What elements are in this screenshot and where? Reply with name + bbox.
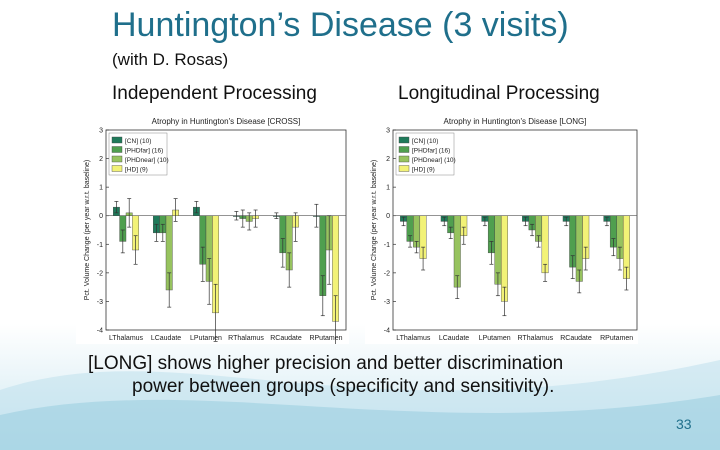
y-axis-label: Pct. Volume Change (per year w.r.t. base…	[84, 160, 91, 300]
legend-label: [HD] (9)	[412, 167, 435, 174]
x-tick-label: LCaudate	[151, 335, 181, 342]
x-tick-label: LPutamen	[479, 335, 511, 342]
y-tick-label: -2	[97, 270, 103, 277]
slide-subtitle: (with D. Rosas)	[112, 50, 229, 69]
y-tick-label: -2	[384, 270, 390, 277]
legend-label: [PHDfar] (16)	[412, 148, 450, 155]
legend-label: [HD] (9)	[125, 167, 148, 174]
x-tick-label: LCaudate	[439, 335, 469, 342]
y-tick-label: 2	[99, 156, 103, 163]
legend: [CN] (10) [PHDfar] (16) [PHDnear] (10) [HD]…	[395, 132, 456, 176]
longitudinal-heading: Longitudinal Processing	[398, 83, 600, 104]
y-tick-label: -1	[384, 242, 390, 249]
y-tick-label: 3	[99, 128, 103, 135]
y-tick-label: 1	[386, 185, 390, 192]
long-chart: Atrophy in Huntington's Disease [LONG] Pc…	[371, 117, 638, 342]
y-tick-label: -4	[97, 328, 103, 335]
y-tick-label: 0	[99, 213, 103, 220]
legend: [CN] (10) [PHDfar] (16) [PHDnear] (10) [HD]…	[108, 132, 169, 176]
x-tick-label: RThalamus	[517, 335, 553, 342]
x-tick-label: LPutamen	[190, 335, 222, 342]
chart-title: Atrophy in Huntington's Disease [CROSS]	[152, 117, 301, 126]
x-tick-label: RPutamen	[600, 335, 633, 342]
y-tick-label: 0	[386, 213, 390, 220]
slide-number: 33	[676, 416, 692, 432]
x-tick-label: RCaudate	[270, 335, 302, 342]
y-tick-label: 2	[386, 156, 390, 163]
legend-swatch	[111, 165, 123, 172]
legend-swatch	[398, 136, 410, 144]
legend-swatch	[398, 165, 410, 172]
legend-label: [PHDnear] (10)	[412, 157, 456, 164]
legend-label: [PHDfar] (16)	[125, 148, 163, 155]
x-tick-label: RCaudate	[560, 335, 592, 342]
long-chart-panel: Atrophy in Huntington's Disease [LONG] Pc…	[365, 112, 638, 344]
x-tick-label: LThalamus	[109, 335, 144, 342]
legend-label: [CN] (10)	[125, 138, 151, 145]
legend-swatch	[398, 155, 410, 163]
legend-swatch	[111, 146, 123, 153]
legend-label: [PHDnear] (10)	[125, 157, 169, 164]
y-tick-label: -3	[384, 299, 390, 306]
independent-heading: Independent Processing	[112, 83, 317, 104]
y-tick-label: 1	[99, 185, 103, 192]
chart-title: Atrophy in Huntington's Disease [LONG]	[444, 117, 587, 126]
y-tick-label: -4	[384, 328, 390, 335]
caption-line-1: [LONG] shows higher precision and better…	[88, 353, 564, 374]
y-tick-label: -1	[97, 242, 103, 249]
y-tick-label: -3	[97, 299, 103, 306]
caption: [LONG] shows higher precision and better…	[88, 352, 688, 398]
y-tick-label: 3	[386, 128, 390, 135]
slide-title: Huntington’s Disease (3 visits)	[112, 6, 569, 44]
x-tick-label: RPutamen	[309, 335, 342, 342]
legend-swatch	[111, 155, 123, 163]
legend-swatch	[398, 146, 410, 153]
x-tick-label: RThalamus	[228, 335, 264, 342]
plot-frame	[392, 129, 638, 331]
x-tick-label: LThalamus	[396, 335, 431, 342]
legend-label: [CN] (10)	[412, 138, 438, 145]
caption-line-2: power between groups (specificity and se…	[132, 376, 555, 397]
cross-chart: Atrophy in Huntington's Disease [CROSS] P…	[84, 117, 347, 344]
plot-frame	[105, 129, 347, 331]
y-axis-label: Pct. Volume Change (per year w.r.t. base…	[371, 160, 378, 300]
cross-chart-panel: Atrophy in Huntington's Disease [CROSS] P…	[76, 112, 349, 344]
legend-swatch	[111, 136, 123, 144]
